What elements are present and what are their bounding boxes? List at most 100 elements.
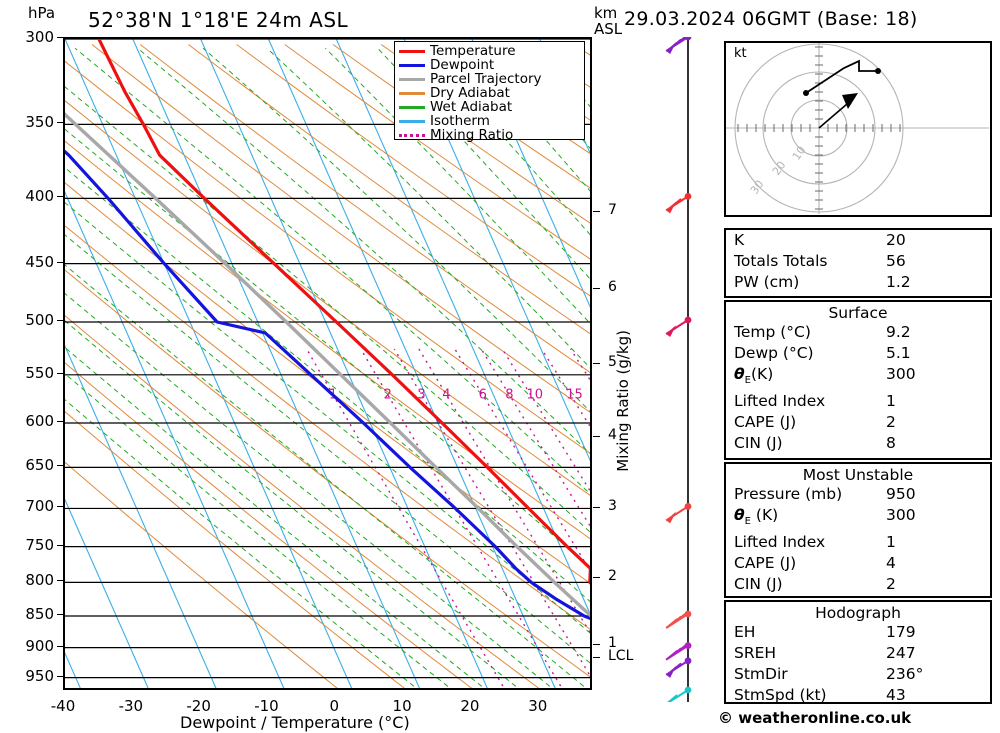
wind-barb (665, 657, 692, 678)
pressure-tick-label: 850 (25, 604, 54, 623)
pressure-tick (57, 613, 64, 615)
wind-barb (665, 642, 692, 661)
date-title: 29.03.2024 06GMT (Base: 18) (624, 8, 918, 30)
stat-row: θE (K) 300 (726, 505, 990, 532)
pressure-tick-label: 400 (25, 187, 54, 206)
panel-title: Most Unstable (802, 466, 914, 484)
mixing-ratio-label: 6 (479, 388, 487, 403)
pressure-tick-label: 650 (25, 456, 54, 475)
stat-row: Lifted Index 1 (726, 391, 990, 412)
wind-barb (665, 610, 692, 629)
stat-key: CAPE (J) (734, 413, 797, 432)
stat-value: 1 (886, 533, 896, 552)
legend-color-swatch (399, 119, 425, 123)
stat-key: CIN (J) (734, 434, 783, 453)
pressure-tick (57, 320, 64, 321)
legend: Temperature Dewpoint Parcel Trajectory Dry … (394, 41, 585, 142)
stat-key: K (734, 231, 745, 249)
pressure-tick-label: 300 (25, 28, 54, 46)
temperature-tick-label: -30 (118, 697, 144, 715)
x-axis-title: Dewpoint / Temperature (°C) (180, 713, 410, 732)
pressure-tick (57, 465, 64, 467)
legend-label: Parcel Trajectory (430, 71, 542, 87)
most-unstable-panel: Most Unstable Pressure (mb) 950 θE (K) 300 Li… (724, 462, 992, 598)
pressure-tick (57, 580, 64, 582)
surface-parcel-panel: Surface Temp (°C) 9.2 Dewp (°C) 5.1 θE(K) 300 L… (724, 300, 992, 460)
stat-value: 300 (886, 365, 916, 383)
hodograph-stats-panel: Hodograph EH 179 SREH 247 StmDir 236° StmSpd (k… (724, 600, 992, 704)
stat-value: 20 (886, 231, 906, 249)
legend-color-swatch (399, 105, 425, 109)
mixing-ratio-label: 10 (526, 388, 543, 403)
temperature-tick-label: 10 (392, 697, 412, 715)
temperature-tick-label: -20 (186, 697, 211, 715)
lcl-tick (593, 657, 600, 658)
stat-key: Temp (°C) (734, 323, 811, 341)
stat-key: Totals Totals (734, 252, 828, 270)
pressure-tick (57, 37, 64, 38)
altitude-tick (593, 435, 600, 437)
stat-key: CAPE (J) (734, 554, 797, 573)
legend-label: Temperature (430, 43, 516, 59)
stat-value: 9.2 (886, 323, 911, 341)
pressure-tick (57, 544, 64, 546)
legend-color-swatch (399, 63, 425, 67)
stat-value: 236° (886, 665, 924, 683)
stat-key: CIN (J) (734, 575, 783, 594)
hodograph-ring-label: 10 (790, 144, 809, 163)
stat-row: StmSpd (kt) 43 (726, 685, 990, 706)
hodograph-ring-label: 30 (748, 178, 767, 197)
altitude-tick-label: 6 (608, 279, 617, 296)
stat-value: 1 (886, 392, 896, 411)
legend-item: Isotherm (399, 114, 580, 128)
km-unit-label: km (594, 4, 618, 22)
altitude-tick (593, 507, 600, 509)
pressure-tick (57, 506, 64, 508)
pressure-unit-label: hPa (28, 4, 56, 22)
stat-row: Pressure (mb) 950 (726, 484, 990, 505)
stat-key: θE (K) (734, 506, 779, 528)
stat-row: SREH 247 (726, 643, 990, 664)
lcl-label: LCL (608, 648, 634, 664)
stat-row: Totals Totals 56 (726, 251, 990, 272)
stat-row: CIN (J) 8 (726, 433, 990, 454)
hodograph-plot[interactable]: 10 20 30 kt (724, 41, 992, 217)
legend-item: Dewpoint (399, 58, 580, 72)
pressure-tick-label: 900 (25, 636, 54, 655)
wind-barb (665, 503, 692, 524)
stat-row: Temp (°C) 9.2 (726, 322, 990, 343)
hodograph-trace (805, 59, 878, 94)
pressure-tick (57, 122, 64, 124)
altitude-tick-label: 2 (608, 567, 617, 584)
stat-key: Dewp (°C) (734, 344, 814, 362)
stat-row: Dewp (°C) 5.1 (726, 343, 990, 364)
altitude-tick-label: 4 (608, 426, 617, 443)
stat-value: 247 (886, 644, 916, 662)
stat-row: Lifted Index 1 (726, 532, 990, 553)
series-temperature (97, 39, 590, 585)
altitude-tick-label: 1 (608, 635, 617, 652)
pressure-tick (57, 421, 64, 423)
skewt-plot[interactable]: 12346810152025 (63, 37, 592, 690)
stat-value: 56 (886, 252, 906, 270)
hodograph-unit-label: kt (734, 46, 747, 61)
hodograph-ring-label: 20 (770, 159, 789, 178)
temperature-tick-label: 20 (460, 697, 480, 715)
mixing-ratio-label: 8 (505, 388, 513, 403)
pressure-tick-label: 750 (25, 535, 54, 554)
pressure-tick (57, 645, 64, 647)
altitude-tick (593, 288, 600, 290)
stat-row: θE(K) 300 (726, 364, 990, 391)
altitude-tick (593, 362, 600, 364)
legend-item: Mixing Ratio (399, 128, 580, 142)
stat-key: StmDir (734, 665, 788, 683)
legend-item: Dry Adiabat (399, 86, 580, 100)
stability-indices-panel: K 20 Totals Totals 56 PW (cm) 1.2 (724, 228, 992, 298)
stat-row: CIN (J) 2 (726, 574, 990, 595)
legend-item: Wet Adiabat (399, 100, 580, 114)
pressure-tick-label: 950 (25, 666, 54, 685)
pressure-tick-label: 800 (25, 571, 54, 590)
stat-value: 4 (886, 554, 896, 573)
stat-value: 8 (886, 434, 896, 453)
temperature-tick-label: -10 (254, 697, 279, 715)
